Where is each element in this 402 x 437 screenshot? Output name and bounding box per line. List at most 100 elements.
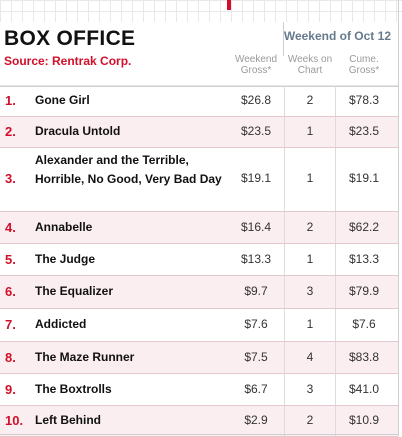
decorative-grid (0, 0, 402, 22)
column-header-cume-line2: Gross* (348, 65, 380, 76)
header-rule (0, 85, 398, 86)
header-rule-dark (0, 86, 398, 87)
weeks-cell: 3 (306, 382, 314, 396)
accent-mark (227, 0, 231, 10)
header-divider (283, 22, 284, 56)
weeks-cell: 2 (306, 93, 314, 107)
column-header-weeks-line1: Weeks on (287, 54, 333, 65)
movie-cell: The Boxtrolls (35, 382, 112, 396)
column-divider (284, 148, 285, 211)
column-header-gross: Weekend Gross* (228, 54, 284, 76)
cume-cell: $62.2 (348, 220, 380, 234)
weeks-cell: 2 (306, 413, 314, 427)
column-header-cume: Cume. Gross* (336, 54, 392, 76)
table-row: 7. Addicted $7.6 1 $7.6 (0, 309, 398, 342)
movie-cell: The Maze Runner (35, 350, 135, 364)
column-divider (335, 86, 336, 116)
column-divider (335, 309, 336, 341)
column-divider (335, 374, 336, 405)
table-row: 6. The Equalizer $9.7 3 $79.9 (0, 276, 398, 309)
column-header-weeks: Weeks on Chart (285, 54, 335, 76)
rank-cell: 10. (5, 413, 24, 428)
gross-cell: $13.3 (240, 252, 272, 266)
cume-cell: $13.3 (348, 252, 380, 266)
weeks-cell: 4 (306, 350, 314, 364)
gross-cell: $19.1 (240, 171, 272, 185)
table-row: 2. Dracula Untold $23.5 1 $23.5 (0, 117, 398, 148)
column-header-gross-line2: Gross* (240, 65, 272, 76)
weeks-cell: 1 (306, 171, 314, 185)
column-header-cume-line1: Cume. (349, 54, 379, 65)
table-row: 10. Left Behind $2.9 2 $10.9 (0, 406, 398, 437)
frame-border-right (398, 0, 399, 436)
table-row: 8. The Maze Runner $7.5 4 $83.8 (0, 342, 398, 374)
source-label: Source: Rentrak Corp. (4, 54, 132, 68)
table-row: 4. Annabelle $16.4 2 $62.2 (0, 212, 398, 244)
cume-cell: $78.3 (348, 93, 380, 107)
cume-cell: $83.8 (348, 350, 380, 364)
table-row: 5. The Judge $13.3 1 $13.3 (0, 244, 398, 276)
weeks-cell: 2 (306, 220, 314, 234)
column-header-weeks-line2: Chart (297, 65, 323, 76)
gross-cell: $9.7 (244, 284, 268, 298)
column-divider (335, 212, 336, 243)
cume-cell: $23.5 (348, 124, 380, 138)
movie-cell: Addicted (35, 317, 87, 331)
box-office-table: 1. Gone Girl $26.8 2 $78.3 2. Dracula Un… (0, 86, 398, 437)
column-header-gross-line1: Weekend (234, 54, 278, 65)
movie-cell: Annabelle (35, 220, 93, 234)
page-title: BOX OFFICE (4, 27, 136, 50)
gross-cell: $2.9 (244, 413, 268, 427)
cume-cell: $10.9 (348, 413, 380, 427)
weeks-cell: 1 (306, 317, 314, 331)
column-divider (284, 406, 285, 436)
gross-cell: $7.5 (244, 350, 268, 364)
column-divider (284, 276, 285, 308)
movie-cell: The Judge (35, 252, 96, 266)
column-divider (335, 244, 336, 275)
column-divider (284, 309, 285, 341)
movie-cell: Alexander and the Terrible, Horrible, No… (35, 153, 222, 186)
column-divider (284, 342, 285, 373)
rank-cell: 3. (5, 171, 16, 186)
rank-cell: 6. (5, 284, 16, 299)
rank-cell: 8. (5, 350, 16, 365)
column-divider (335, 276, 336, 308)
rank-cell: 4. (5, 220, 16, 235)
gross-cell: $7.6 (244, 317, 268, 331)
column-divider (284, 117, 285, 147)
week-label: Weekend of Oct 12 (283, 29, 391, 43)
cume-cell: $41.0 (348, 382, 380, 396)
column-divider (335, 117, 336, 147)
cume-cell: $7.6 (352, 317, 376, 331)
gross-cell: $16.4 (240, 220, 272, 234)
gross-cell: $6.7 (244, 382, 268, 396)
movie-cell: Left Behind (35, 413, 101, 427)
movie-cell: Gone Girl (35, 93, 90, 107)
gross-cell: $26.8 (240, 93, 272, 107)
column-divider (284, 374, 285, 405)
column-divider (335, 342, 336, 373)
movie-cell: Dracula Untold (35, 124, 121, 138)
column-divider (335, 148, 336, 211)
rank-cell: 1. (5, 93, 16, 108)
gross-cell: $23.5 (240, 124, 272, 138)
column-divider (284, 86, 285, 116)
rank-cell: 9. (5, 382, 16, 397)
rank-cell: 5. (5, 252, 16, 267)
table-row: 1. Gone Girl $26.8 2 $78.3 (0, 86, 398, 117)
weeks-cell: 1 (306, 124, 314, 138)
weeks-cell: 3 (306, 284, 314, 298)
cume-cell: $19.1 (348, 171, 380, 185)
movie-cell: The Equalizer (35, 284, 114, 298)
frame-border-bottom (0, 434, 399, 435)
rank-cell: 7. (5, 317, 16, 332)
table-row: 3. Alexander and the Terrible, Horrible,… (0, 148, 398, 212)
cume-cell: $79.9 (348, 284, 380, 298)
column-divider (284, 212, 285, 243)
column-divider (284, 244, 285, 275)
table-row: 9. The Boxtrolls $6.7 3 $41.0 (0, 374, 398, 406)
weeks-cell: 1 (306, 252, 314, 266)
rank-cell: 2. (5, 124, 16, 139)
column-divider (335, 406, 336, 436)
